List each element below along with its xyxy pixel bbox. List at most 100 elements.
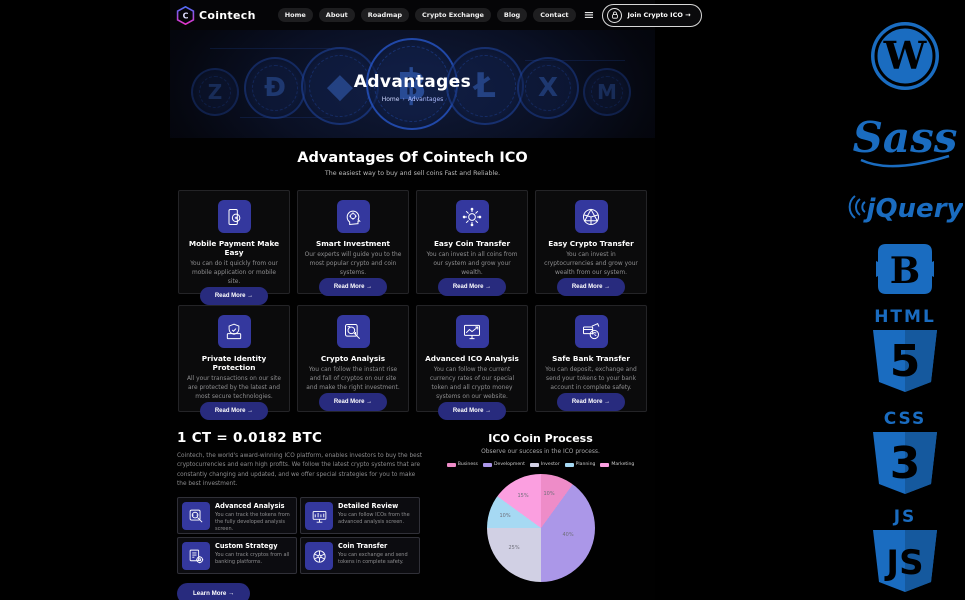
card-title: Safe Bank Transfer xyxy=(552,354,630,363)
breadcrumb-separator: › xyxy=(402,96,405,103)
feature-title: Detailed Review xyxy=(338,502,399,511)
feature-description: You can exchange and send tokens in comp… xyxy=(338,551,408,565)
svg-text:JS: JS xyxy=(893,507,917,527)
svg-text:C: C xyxy=(183,11,189,20)
svg-text:5: 5 xyxy=(890,336,921,387)
ico-process-section: ICO Coin Process Observe our success in … xyxy=(428,432,653,582)
cointech-logo-icon: C xyxy=(176,5,195,25)
card-title: Advanced ICO Analysis xyxy=(425,354,519,363)
nav-about[interactable]: About xyxy=(318,8,355,22)
identity-protection-icon xyxy=(217,315,251,348)
bitcoin-coin-icon: ฿ xyxy=(366,38,458,130)
read-more-button[interactable]: Read More → xyxy=(318,277,388,296)
read-more-button[interactable]: Read More → xyxy=(556,277,626,296)
pie-label-marketing: 15% xyxy=(517,493,529,499)
read-more-button[interactable]: Read More → xyxy=(437,277,507,296)
advantage-card: Mobile Payment Make Easy You can do it q… xyxy=(178,190,290,305)
legend-swatch xyxy=(482,462,492,467)
nav-blog[interactable]: Blog xyxy=(496,8,528,22)
breadcrumb: Home › Advantages xyxy=(170,96,655,103)
ico-analysis-icon xyxy=(455,315,489,348)
nav-roadmap[interactable]: Roadmap xyxy=(360,8,410,22)
legend-swatch xyxy=(529,462,539,467)
feature-title: Advanced Analysis xyxy=(215,502,285,511)
token-rate-title: 1 CT = 0.0182 BTC xyxy=(177,430,323,446)
nav-contact[interactable]: Contact xyxy=(533,8,576,22)
advanced-analysis-icon xyxy=(182,502,210,531)
feature-title: Custom Strategy xyxy=(215,542,278,551)
pie-label-business: 10% xyxy=(543,491,555,497)
card-description: You can follow the instant rise and fall… xyxy=(306,367,400,391)
advantage-card: Smart Investment Our experts will guide … xyxy=(297,190,409,296)
legend-item: Development xyxy=(482,462,525,467)
feature-description: You can track cryptos from all banking p… xyxy=(215,551,290,565)
detailed-review-icon xyxy=(305,502,333,531)
legend-item: Investor xyxy=(529,462,560,467)
join-button-label: Join Crypto ICO → xyxy=(627,11,691,19)
card-description: You can do it quickly from our mobile ap… xyxy=(190,261,278,285)
hero-banner: Z Đ ◆ ฿ Ł X M Advantages Home › Advantages xyxy=(170,30,655,138)
svg-text:CSS: CSS xyxy=(884,409,927,429)
circuit-decoration xyxy=(210,48,330,49)
advantage-card: Safe Bank Transfer You can deposit, exch… xyxy=(535,305,647,412)
logo[interactable]: C Cointech xyxy=(176,5,256,25)
card-title: Crypto Analysis xyxy=(320,354,386,363)
circuit-decoration xyxy=(525,60,625,61)
card-title: Private Identity Protection xyxy=(201,354,267,373)
litecoin-coin-icon: Ł xyxy=(446,47,524,125)
pie-label-investor: 25% xyxy=(508,545,520,551)
feature-description: You can follow ICOs from the advanced an… xyxy=(338,511,410,525)
legend-swatch xyxy=(446,462,456,467)
breadcrumb-home-link[interactable]: Home xyxy=(381,96,400,103)
mobile-payment-icon xyxy=(217,200,251,233)
legend-item: Business xyxy=(446,462,478,467)
easy-coin-transfer-icon xyxy=(455,200,489,233)
custom-strategy-icon xyxy=(182,542,210,571)
read-more-button[interactable]: Read More → xyxy=(556,392,626,411)
pie-legend: Business Development Investor Planning M… xyxy=(428,462,653,467)
html5-icon: HTML 5 xyxy=(867,306,943,400)
read-more-button[interactable]: Read More → xyxy=(199,286,269,305)
join-crypto-ico-button[interactable]: Join Crypto ICO → xyxy=(602,3,702,27)
tech-stack-column: W Sass jQuery B HTML xyxy=(845,0,965,600)
read-more-button[interactable]: Read More → xyxy=(318,392,388,411)
bootstrap-icon: B xyxy=(874,240,936,302)
svg-text:B: B xyxy=(890,250,920,292)
wordpress-icon: W xyxy=(869,20,941,96)
card-description: You can deposit, exchange and send your … xyxy=(545,367,637,391)
pie-label-planning: 10% xyxy=(499,513,511,519)
coin-transfer-icon xyxy=(305,542,333,571)
legend-swatch xyxy=(564,462,574,467)
read-more-button[interactable]: Read More → xyxy=(199,401,269,420)
zcash-coin-icon: Z xyxy=(191,68,239,116)
svg-text:jQuery: jQuery xyxy=(863,194,963,224)
process-subtitle: Observe our success in the ICO process. xyxy=(481,449,600,455)
learn-more-button[interactable]: Learn More → xyxy=(177,583,251,600)
circuit-decoration xyxy=(240,117,330,118)
advantage-card: Advanced ICO Analysis You can follow the… xyxy=(416,305,528,420)
ico-pie-chart xyxy=(486,474,595,582)
nav-home[interactable]: Home xyxy=(277,8,313,22)
svg-text:W: W xyxy=(883,33,928,78)
card-description: You can invest in cryptocurrencies and g… xyxy=(544,252,638,276)
read-more-button[interactable]: Read More → xyxy=(437,401,507,420)
svg-text:JS: JS xyxy=(884,543,923,583)
nav-crypto-exchange[interactable]: Crypto Exchange xyxy=(415,8,491,22)
feature-grid: Advanced Analysis You can track the toke… xyxy=(177,497,420,575)
legend-item: Planning xyxy=(564,462,595,467)
legend-swatch xyxy=(600,462,610,467)
lock-icon xyxy=(607,7,623,23)
card-description: Our experts will guide you to the most p… xyxy=(304,252,402,276)
section-title: Advantages Of Cointech ICO xyxy=(297,150,528,166)
hamburger-menu-icon[interactable]: ≡ xyxy=(583,7,595,23)
advantage-card: Crypto Analysis You can follow the insta… xyxy=(297,305,409,412)
advantages-card-grid: Mobile Payment Make Easy You can do it q… xyxy=(178,190,647,420)
feature-title: Coin Transfer xyxy=(338,542,388,551)
card-description: All your transactions on our site are pr… xyxy=(187,376,281,400)
card-title: Easy Coin Transfer xyxy=(433,239,511,248)
feature-item: Advanced Analysis You can track the toke… xyxy=(177,497,297,535)
feature-item: Custom Strategy You can track cryptos fr… xyxy=(177,537,297,575)
legend-item: Marketing xyxy=(600,462,634,467)
breadcrumb-current: Advantages xyxy=(407,96,444,103)
